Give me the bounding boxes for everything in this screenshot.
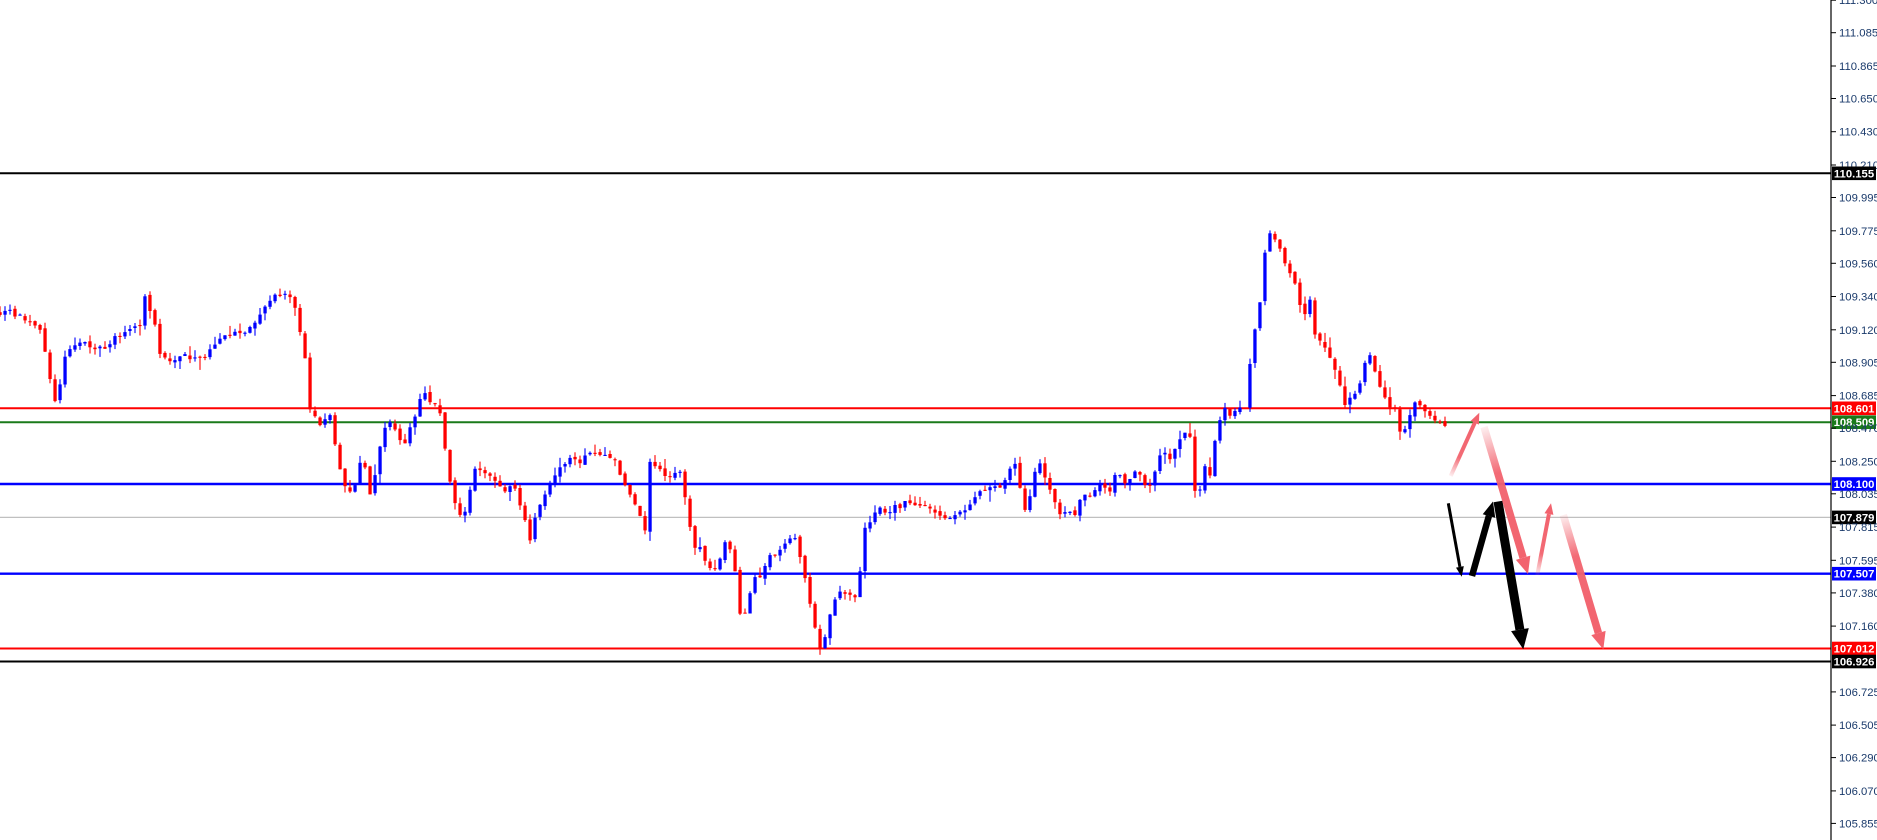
svg-text:110.650: 110.650: [1839, 94, 1877, 106]
svg-text:106.290: 106.290: [1839, 753, 1877, 765]
svg-text:107.160: 107.160: [1839, 621, 1877, 633]
svg-text:110.865: 110.865: [1839, 61, 1877, 73]
svg-text:110.155: 110.155: [1834, 168, 1874, 180]
svg-text:107.507: 107.507: [1834, 569, 1875, 581]
svg-text:108.250: 108.250: [1839, 456, 1877, 468]
svg-text:109.995: 109.995: [1839, 193, 1877, 205]
svg-text:106.505: 106.505: [1839, 720, 1877, 732]
svg-text:106.070: 106.070: [1839, 786, 1877, 798]
svg-text:107.012: 107.012: [1834, 644, 1875, 656]
svg-text:111.300: 111.300: [1839, 0, 1877, 7]
svg-text:111.085: 111.085: [1839, 28, 1877, 40]
svg-text:109.120: 109.120: [1839, 325, 1877, 337]
svg-text:108.035: 108.035: [1839, 489, 1877, 501]
svg-text:109.775: 109.775: [1839, 226, 1877, 238]
svg-text:107.595: 107.595: [1839, 555, 1877, 567]
svg-text:108.905: 108.905: [1839, 357, 1877, 369]
svg-text:109.340: 109.340: [1839, 292, 1877, 304]
svg-text:105.855: 105.855: [1839, 818, 1877, 830]
svg-text:107.380: 107.380: [1839, 588, 1877, 600]
svg-text:108.685: 108.685: [1839, 391, 1877, 403]
svg-text:108.601: 108.601: [1834, 403, 1875, 415]
svg-text:109.560: 109.560: [1839, 258, 1877, 270]
svg-text:108.470: 108.470: [1839, 423, 1877, 435]
svg-text:106.725: 106.725: [1839, 687, 1877, 699]
svg-text:107.815: 107.815: [1839, 522, 1877, 534]
svg-text:110.430: 110.430: [1839, 127, 1877, 139]
svg-text:106.926: 106.926: [1834, 657, 1875, 669]
